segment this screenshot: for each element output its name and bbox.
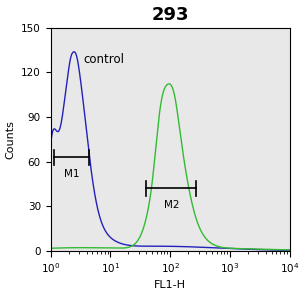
Text: control: control <box>84 53 124 66</box>
Y-axis label: Counts: Counts <box>5 120 16 159</box>
X-axis label: FL1-H: FL1-H <box>154 280 186 290</box>
Text: M1: M1 <box>64 169 79 179</box>
Text: M2: M2 <box>163 200 179 210</box>
Title: 293: 293 <box>151 6 189 24</box>
